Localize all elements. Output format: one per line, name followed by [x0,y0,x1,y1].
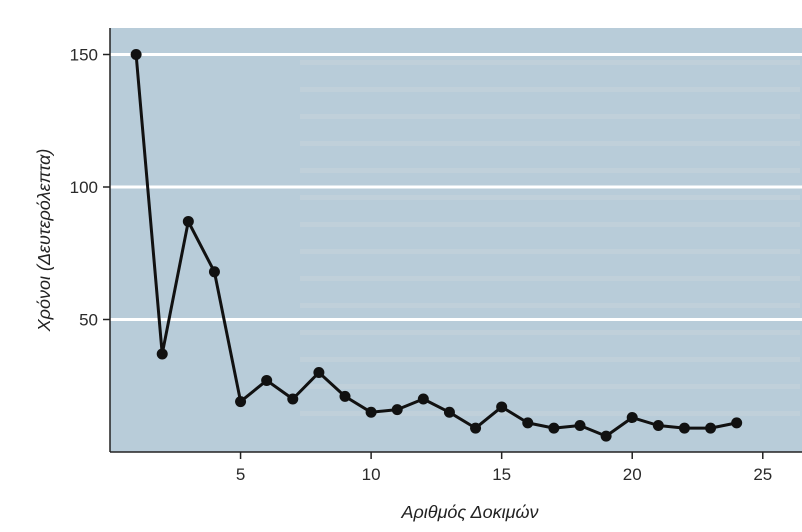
plot-texture [300,60,800,416]
data-point [287,393,299,405]
y-tick-label: 150 [70,46,98,65]
texture-line [300,114,800,119]
x-tick-label: 25 [753,465,772,484]
x-axis-ticks: 5 10 15 20 25 [236,452,772,484]
y-axis-ticks: 50 100 150 [70,46,110,330]
data-point [600,430,612,442]
texture-line [300,168,800,173]
texture-line [300,87,800,92]
data-point [365,406,377,418]
texture-line [300,249,800,254]
x-tick-label: 15 [492,465,511,484]
x-tick-label: 20 [623,465,642,484]
data-point [443,406,455,418]
data-point [652,420,664,431]
texture-line [300,195,800,200]
data-point [548,422,560,434]
series-points [130,49,743,442]
y-tick-label: 100 [70,178,98,197]
data-point [182,215,194,227]
texture-line [300,330,800,335]
texture-line [300,141,800,146]
data-point [391,404,403,416]
data-point [339,390,351,402]
data-point [235,396,247,408]
data-point [705,422,717,434]
texture-line [300,411,800,416]
data-point [313,367,325,378]
texture-line [300,303,800,308]
texture-line [300,222,800,227]
texture-line [300,357,800,362]
x-tick-label: 10 [362,465,381,484]
data-point [208,266,220,278]
y-tick-label: 50 [79,311,98,330]
data-point [522,417,534,429]
data-point [130,49,142,60]
texture-line [300,60,800,65]
gridlines [110,53,802,321]
data-point [574,420,586,431]
x-axis-title: Αριθμός Δοκιμών [400,502,538,522]
texture-line [300,384,800,389]
data-point [496,401,508,413]
texture-line [300,276,800,281]
y-axis-title: Χρόνοι (Δευτερόλεπτα) [34,149,54,333]
data-point [417,393,429,405]
x-tick-label: 5 [236,465,245,484]
data-point [470,422,482,434]
data-point [156,348,168,360]
data-point [731,417,743,429]
data-point [678,422,690,434]
data-point [626,412,638,424]
data-point [261,374,273,386]
plot-area [110,28,802,452]
